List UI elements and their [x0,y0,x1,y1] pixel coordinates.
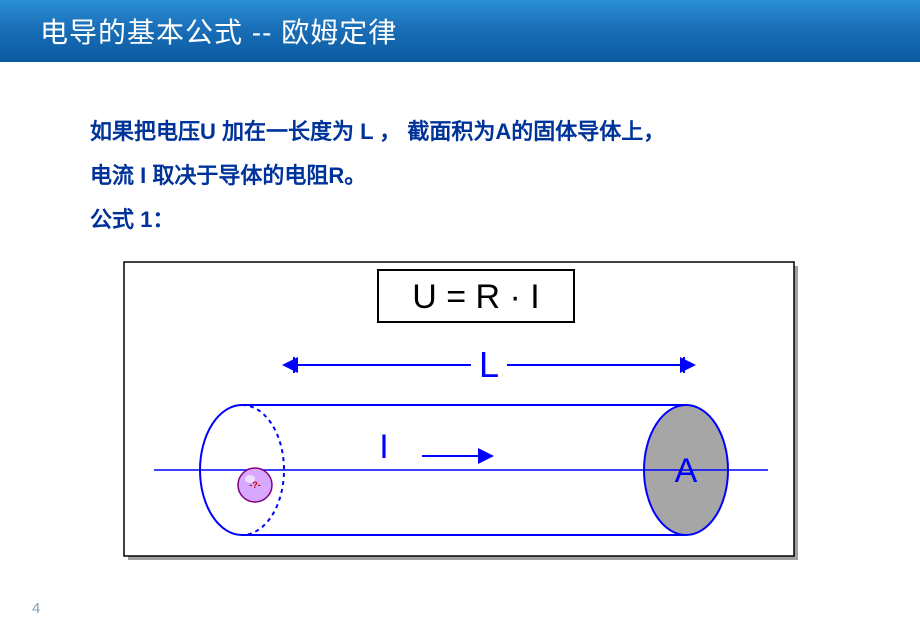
svg-text:I: I [379,428,388,466]
slide: 电导的基本公式 -- 欧姆定律 如果把电压U 加在一长度为 L ， 截面积为A的… [0,0,920,637]
paragraph-line-1: 如果把电压U 加在一长度为 L ， 截面积为A的固体导体上， [90,110,830,154]
svg-text:U = R · I: U = R · I [412,278,540,316]
svg-text:-?-: -?- [249,480,261,490]
diagram-container: U = R · I -?- L I A [122,260,798,565]
slide-title: 电导的基本公式 -- 欧姆定律 [40,11,397,51]
page-number: 4 [32,600,40,617]
title-bar: 电导的基本公式 -- 欧姆定律 [0,0,920,62]
paragraph-line-2: 电流 I 取决于导体的电阻R。 [90,154,830,198]
svg-text:A: A [675,452,698,490]
svg-text:L: L [479,344,499,385]
slide-body: 如果把电压U 加在一长度为 L ， 截面积为A的固体导体上， 电流 I 取决于导… [0,62,920,565]
ohms-law-diagram: U = R · I -?- L I A [122,260,798,560]
formula-label: 公式 1： [90,202,830,234]
